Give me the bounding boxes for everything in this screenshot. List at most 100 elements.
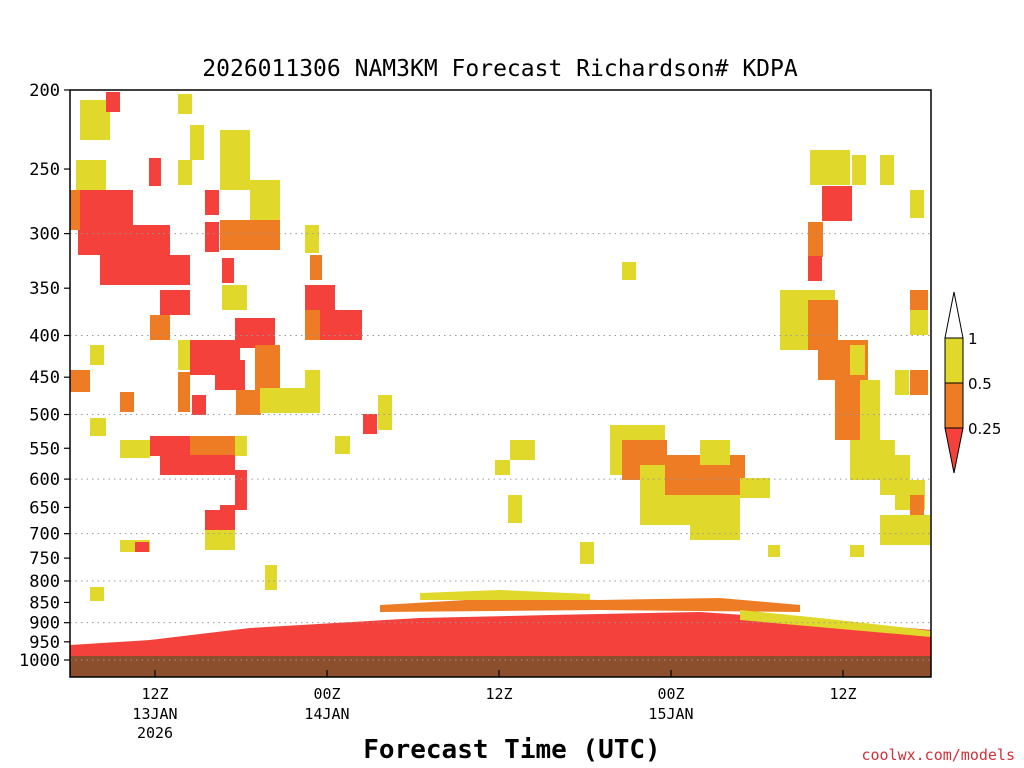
y-tick-label: 750 [29, 549, 60, 569]
legend-arrow-up [944, 291, 964, 339]
grid-lines [70, 233, 931, 661]
ri-patch [822, 186, 852, 221]
x-tick-date: 13JAN [132, 705, 177, 723]
ri-patch [622, 262, 636, 280]
low-level-yellow [420, 590, 590, 600]
ri-patch [495, 460, 510, 475]
legend-swatch [944, 382, 964, 429]
ri-patch [305, 370, 320, 395]
ri-patch [852, 155, 866, 185]
ground-layer [70, 656, 931, 677]
x-tick-date: 14JAN [304, 705, 349, 723]
y-tick-label: 600 [29, 470, 60, 490]
ri-patch [190, 125, 204, 160]
low-level-yellow-2 [740, 610, 931, 637]
ri-patch [236, 390, 261, 415]
y-tick-label: 950 [29, 633, 60, 653]
ri-patch [220, 505, 235, 535]
ri-patch [205, 222, 219, 252]
x-tick-label: 12Z [141, 685, 168, 703]
ri-patch [190, 436, 240, 456]
ri-patch [808, 222, 823, 257]
y-tick-label: 1000 [19, 651, 60, 671]
y-tick-label: 650 [29, 498, 60, 518]
legend-label: 0.5 [968, 375, 992, 393]
ri-patch [880, 155, 894, 185]
ri-patch [120, 392, 134, 412]
x-tick-label: 00Z [313, 685, 340, 703]
ri-patch [150, 315, 170, 340]
ri-cells [70, 92, 931, 677]
ri-patch [106, 92, 120, 112]
ri-patch [250, 180, 280, 225]
ri-patch [850, 545, 864, 557]
ri-patch [178, 340, 190, 370]
ri-patch [222, 258, 234, 283]
ri-patch [149, 158, 161, 186]
x-tick-label: 00Z [657, 685, 684, 703]
ri-patch [205, 530, 235, 550]
chart-title: 2026011306 NAM3KM Forecast Richardson# K… [202, 56, 798, 82]
ri-patch [90, 587, 104, 601]
ri-patch [700, 440, 730, 465]
ri-patch [363, 414, 377, 434]
y-tick-label: 300 [29, 225, 60, 245]
legend-label: 1 [968, 330, 978, 348]
ri-patch [178, 372, 190, 412]
ri-patch [235, 436, 247, 456]
legend-swatch [944, 337, 964, 384]
low-level-orange [380, 598, 800, 612]
x-tick-date: 15JAN [648, 705, 693, 723]
ri-patch [220, 130, 250, 190]
ri-patch [76, 160, 106, 190]
ri-patch [222, 285, 247, 310]
x-tick-label: 12Z [485, 685, 512, 703]
x-axis-label: Forecast Time (UTC) [363, 735, 660, 765]
y-tick-label: 550 [29, 439, 60, 459]
legend-arrow-down [944, 427, 964, 474]
ri-patch [70, 370, 90, 392]
ri-patch [192, 395, 206, 415]
ri-patch [910, 370, 928, 395]
ri-patch [255, 345, 280, 390]
ri-patch [70, 190, 80, 230]
ri-patch [768, 545, 780, 557]
ri-patch [850, 345, 865, 375]
y-tick-label: 900 [29, 614, 60, 634]
legend-label: 0.25 [968, 420, 1001, 438]
ri-patch [160, 290, 190, 315]
ri-patch [80, 100, 110, 140]
y-tick-label: 350 [29, 279, 60, 299]
ri-patch [305, 225, 319, 253]
ri-patch [178, 94, 192, 114]
ri-patch [808, 256, 822, 281]
y-axis: 200 250 300 350 400 450 500 550 600 650 700 750 8008… [19, 81, 70, 671]
ri-patch [305, 310, 320, 340]
ri-patch [160, 455, 235, 475]
ri-patch [580, 542, 594, 564]
ri-patch [235, 470, 247, 510]
ri-patch [740, 478, 770, 498]
plot-frame [69, 89, 932, 678]
ri-patch [508, 495, 522, 523]
ri-patch [120, 440, 150, 458]
ri-patch [90, 345, 104, 365]
ri-patch [895, 370, 909, 395]
ri-patch [265, 565, 277, 590]
y-tick-label: 850 [29, 593, 60, 613]
ri-patch [810, 150, 850, 185]
x-tick-year: 2026 [137, 724, 173, 742]
ri-patch [910, 310, 928, 335]
low-level-red [70, 612, 931, 660]
ri-patch [235, 318, 275, 348]
ri-patch [910, 290, 928, 315]
ri-patch [215, 360, 245, 390]
credit-text: coolwx.com/models [861, 746, 1015, 764]
ri-patch [335, 436, 350, 454]
y-tick-label: 700 [29, 525, 60, 545]
ri-patch [910, 190, 924, 218]
ri-patch [690, 520, 740, 540]
ri-patch [178, 160, 192, 185]
x-tick-label: 12Z [829, 685, 856, 703]
